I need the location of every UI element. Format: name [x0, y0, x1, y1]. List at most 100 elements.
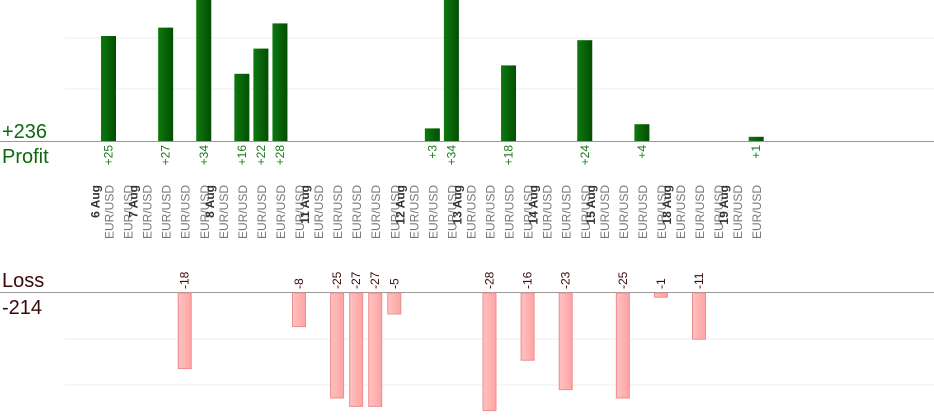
pair-label: EUR/USD: [217, 185, 231, 239]
profit-total: +236: [2, 121, 47, 143]
pair-label: EUR/USD: [160, 185, 174, 239]
profit-value-label: +16: [235, 145, 249, 166]
pair-label: EUR/USD: [617, 185, 631, 239]
profit-bar: [634, 124, 650, 141]
date-label: 6 Aug: [89, 185, 103, 218]
loss-bars: [177, 292, 707, 412]
pair-label: EUR/USD: [750, 185, 764, 239]
profit-bars: [101, 0, 764, 142]
pair-label: EUR/USD: [198, 185, 212, 239]
profit-value-label: +3: [425, 145, 439, 159]
pair-label: EUR/USD: [503, 185, 517, 239]
pair-label: EUR/USD: [179, 185, 193, 239]
pair-label: EUR/USD: [579, 185, 593, 239]
profit-value-label: +4: [635, 145, 649, 159]
profit-bar: [748, 136, 764, 141]
date-label: 11 Aug: [298, 185, 312, 224]
profit-bar: [424, 128, 440, 141]
pair-label: EUR/USD: [293, 185, 307, 239]
loss-value-label: -8: [292, 278, 306, 289]
profit-value-label: +1: [749, 145, 763, 159]
date-label: 7 Aug: [127, 185, 141, 218]
loss-value-label: -27: [368, 271, 382, 289]
loss-value-label: -28: [483, 271, 497, 289]
profit-value-label: +24: [578, 145, 592, 166]
loss-bar: [387, 292, 402, 315]
pair-label: EUR/USD: [350, 185, 364, 239]
loss-value-label: -25: [616, 271, 630, 289]
profit-gridlines: [65, 37, 934, 90]
pair-label: EUR/USD: [693, 185, 707, 239]
pair-label: EUR/USD: [484, 185, 498, 239]
pair-label: EUR/USD: [541, 185, 555, 239]
loss-bar: [292, 292, 306, 328]
loss-value-label: -18: [178, 271, 192, 289]
profit-bar: [234, 73, 250, 141]
profit-value-label: +25: [102, 145, 116, 166]
profit-bar: [158, 27, 174, 142]
loss-bar: [177, 292, 192, 370]
profit-value-label: +22: [254, 145, 268, 166]
pair-label: EUR/USD: [122, 185, 136, 239]
date-label: 19 Aug: [717, 185, 731, 225]
pair-label: EUR/USD: [445, 185, 459, 239]
pair-label: EUR/USD: [236, 185, 250, 239]
date-label: 18 Aug: [660, 185, 674, 225]
loss-gridlines: [65, 338, 934, 386]
date-label: 13 Aug: [450, 185, 464, 225]
loss-value-label: -23: [559, 271, 573, 289]
pair-label: EUR/USD: [674, 185, 688, 239]
profit-value-label: +27: [159, 145, 173, 166]
pair-label: EUR/USD: [712, 185, 726, 239]
loss-bar: [653, 292, 668, 298]
loss-bar: [558, 292, 573, 391]
loss-value-label: -27: [349, 271, 363, 289]
profit-bar: [443, 0, 459, 141]
pair-label: EUR/USD: [636, 185, 650, 239]
loss-label: Loss: [2, 270, 44, 292]
loss-bar: [368, 292, 383, 407]
pair-label: EUR/USD: [274, 185, 288, 239]
pair-label: EUR/USD: [312, 185, 326, 239]
loss-value-label: -5: [387, 278, 401, 289]
pair-label: EUR/USD: [255, 185, 269, 239]
loss-bar: [482, 292, 497, 412]
profit-bar: [101, 36, 116, 141]
pair-label: EUR/USD: [560, 185, 574, 239]
profit-value-label: +28: [273, 145, 287, 166]
pair-label: EUR/USD: [331, 185, 345, 239]
pair-label: EUR/USD: [522, 185, 536, 239]
pair-label: EUR/USD: [103, 185, 117, 239]
loss-value-label: -1: [654, 278, 668, 289]
date-label: 14 Aug: [527, 185, 541, 225]
profit-bar: [196, 0, 212, 141]
date-label: 12 Aug: [393, 185, 407, 225]
profit-value-label: +34: [197, 145, 211, 166]
loss-value-label: -11: [692, 272, 706, 289]
pair-label: EUR/USD: [141, 185, 155, 239]
loss-bar: [349, 292, 364, 407]
value-labels: +25 +27 -18 +34 +16 +22 +28 -8 -25 -27 -27 -5 +3 +34 -…: [102, 145, 764, 289]
loss-bar: [520, 292, 535, 361]
pair-label: EUR/USD: [407, 185, 421, 239]
date-label: 8 Aug: [203, 185, 217, 218]
profit-label: Profit: [2, 146, 49, 168]
pair-label: EUR/USD: [464, 185, 478, 239]
loss-bar: [330, 292, 345, 399]
pair-label: EUR/USD: [731, 185, 745, 239]
loss-value-label: -25: [330, 271, 344, 289]
date-label: 15 Aug: [584, 185, 598, 225]
profit-value-label: +18: [502, 145, 516, 166]
profit-value-label: +34: [444, 145, 458, 166]
loss-value-label: -16: [521, 271, 535, 289]
profit-bar: [253, 48, 269, 141]
pair-label: EUR/USD: [388, 185, 402, 239]
pair-label: EUR/USD: [655, 185, 669, 239]
loss-bar: [692, 292, 707, 340]
pair-label: EUR/USD: [598, 185, 612, 239]
profit-bar: [501, 65, 517, 141]
pair-label: EUR/USD: [369, 185, 383, 239]
x-axis-labels: 6 Aug EUR/USD EUR/USD 7 Aug EUR/USD EUR/USD EU…: [89, 185, 765, 239]
loss-bar: [615, 292, 630, 399]
